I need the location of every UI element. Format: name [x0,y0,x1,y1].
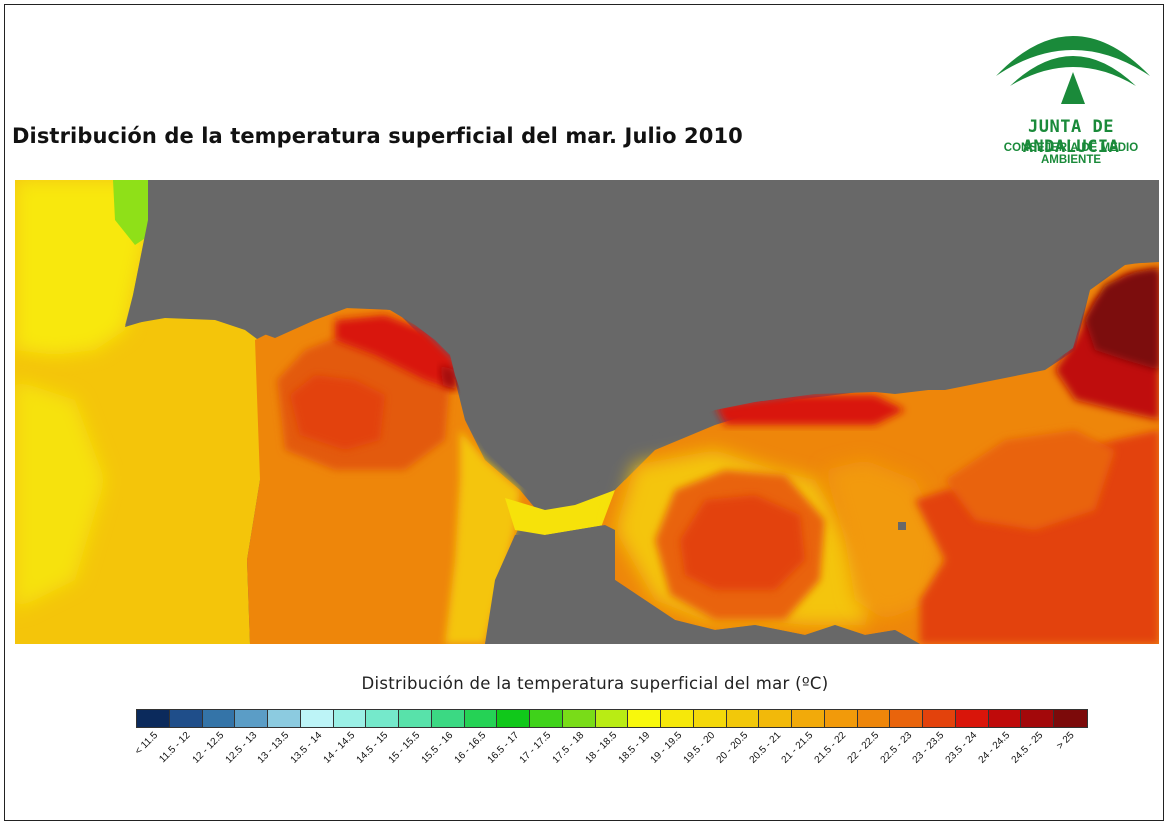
logo-arcs-icon [996,36,1150,104]
map-title: Distribución de la temperatura superfici… [12,124,743,148]
cadiz-yellow-coast [445,430,520,644]
legend-swatch [1021,710,1054,727]
gulf-of-cadiz-hot-zone [290,375,385,450]
legend-label: 23.5 - 24 [943,730,980,766]
legend-title: Distribución de la temperatura superfici… [361,674,829,693]
legend-swatch [759,710,792,727]
legend-color-scale [136,709,1088,728]
sea-temperature-map [15,180,1159,644]
legend-swatch [792,710,825,727]
legend-label: 24.5 - 25 [1009,730,1045,766]
legend-label: 24 - 24.5 [976,730,1013,766]
legend-swatch [628,710,661,727]
legend-label: 21.5 - 22 [812,730,849,766]
legend-swatch [661,710,694,727]
alboran-east-orange [945,430,1115,530]
balearic-coast-max [1085,268,1159,370]
legend-swatch [300,710,334,727]
legend-label: 15.5 - 16 [419,730,456,766]
legend-swatch [268,710,301,727]
africa-land [485,525,920,644]
legend-label: 18 - 18.5 [583,730,620,766]
legend-swatch [169,710,203,727]
legend-label: > 25 [1055,730,1077,752]
legend-label: 17 - 17.5 [517,730,554,766]
legend-swatch [431,710,465,727]
legend-label: 15 - 15.5 [386,730,423,766]
legend-label: 17.5 - 18 [550,730,587,766]
legend-swatch [497,710,530,727]
legend-swatch [1054,710,1087,727]
map-frame [4,4,1164,821]
atlantic-light-yellow-band [15,380,105,610]
legend-swatch [923,710,956,727]
legend-label: 18.5 - 19 [616,730,652,766]
legend-label: 23 - 23.5 [910,730,947,766]
legend-swatch [857,710,891,727]
legend-label: 21 - 21.5 [779,730,816,766]
legend-swatch [562,710,596,727]
legend-label: 16 - 16.5 [452,730,489,766]
legend-label: 12.5 - 13 [223,730,259,766]
legend-swatch [824,710,858,727]
legend-swatch [595,710,629,727]
alboran-west-gyre-core [680,495,805,590]
legend-swatch [202,710,236,727]
gulf-of-cadiz-coast-hot [335,315,455,390]
legend-label: 22 - 22.5 [845,730,882,766]
alboran-north-coast [715,395,905,425]
legend-swatch [726,710,760,727]
legend-swatch [137,710,170,727]
legend-label: 16.5 - 17 [485,730,521,766]
gulf-of-cadiz-coast-max [440,365,457,390]
legend-label: 20.5 - 21 [747,730,783,766]
logo-subtitle: CONSEJERÍA DE MEDIO AMBIENTE [1003,142,1139,166]
legend-labels: < 11.5 11.5 - 12 12 - 12.5 12.5 - 13 13 - 13… [133,730,1086,800]
legend-label: 14.5 - 15 [354,730,390,766]
legend-swatch [464,710,498,727]
iberia-land [125,180,1159,505]
legend-swatch [955,710,989,727]
legend-swatch [235,710,268,727]
legend-swatch [530,710,563,727]
legend-swatch [366,710,399,727]
legend-swatch [890,710,923,727]
legend-label: < 11.5 [133,730,161,758]
legend-label: 11.5 - 12 [157,730,193,766]
legend-label: 19.5 - 20 [681,730,718,766]
legend-swatch [333,710,367,727]
legend-label: 12 - 12.5 [190,730,227,766]
legend-label: 22.5 - 23 [878,730,914,766]
atlantic-yellow-zone [15,180,148,355]
logo-name: JUNTA DE ANDALUCIA [1022,117,1120,157]
legend-label: 19 - 19.5 [648,730,685,766]
small-land-square [898,522,906,530]
junta-de-andalucia-logo: JUNTA DE ANDALUCIA CONSEJERÍA DE MEDIO A… [978,14,1164,166]
legend-label: 14 - 14.5 [321,730,358,766]
legend-label: 13 - 13.5 [255,730,292,766]
legend-swatch [693,710,727,727]
legend-swatch [399,710,432,727]
legend-swatch [988,710,1022,727]
legend-label: 20 - 20.5 [714,730,751,766]
atlantic-coast-green-patch [113,180,150,245]
legend-label: 13.5 - 14 [288,730,325,766]
